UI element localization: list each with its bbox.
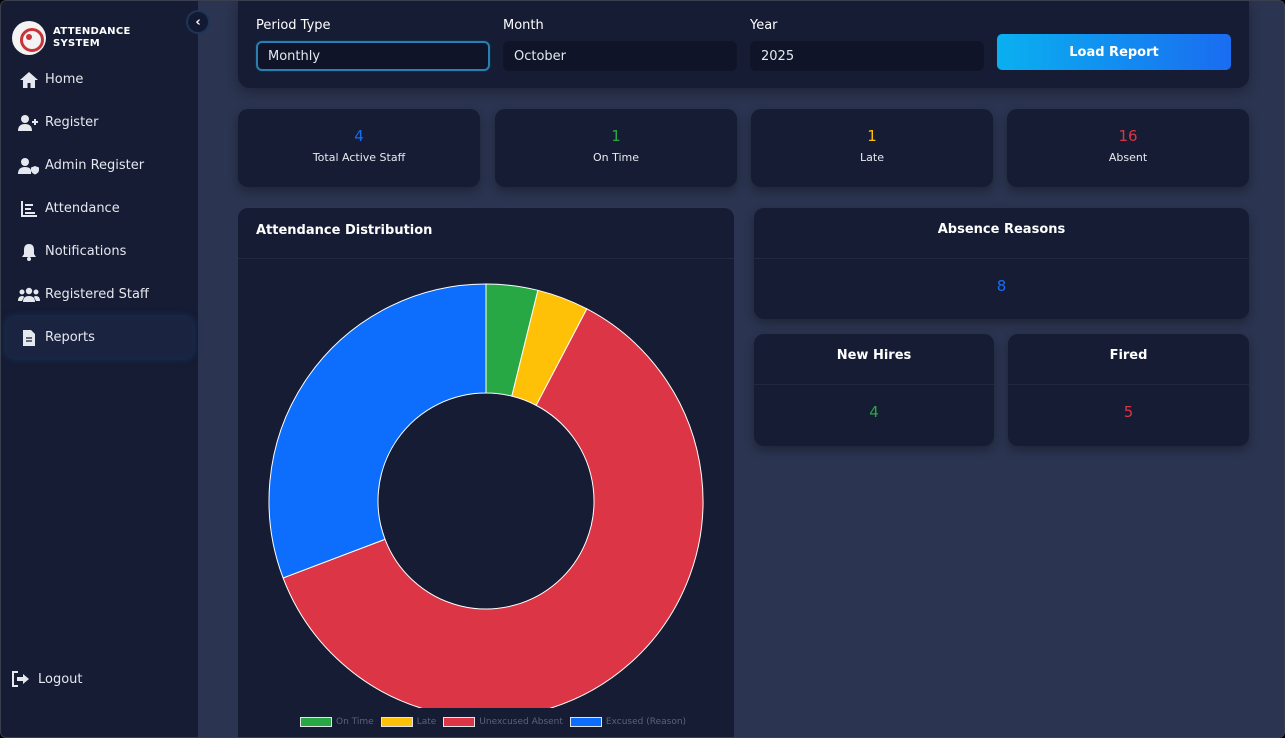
new-hires-title: New Hires (836, 348, 912, 363)
sidebar-item-register[interactable]: Register (6, 101, 193, 144)
divider (754, 258, 1249, 259)
bell-icon (18, 241, 40, 263)
sidebar-collapse-button[interactable]: ‹ (186, 10, 210, 34)
donut-slice-unexcused-absent[interactable] (282, 308, 704, 708)
chart-legend: On Time Late Unexcused Absent Excused (Reas… (300, 717, 686, 727)
users-icon (18, 284, 40, 306)
fired-title: Fired (1109, 348, 1148, 363)
absence-reasons-title: Absence Reasons (937, 222, 1066, 237)
legend-item[interactable]: On Time (300, 717, 374, 727)
legend-item[interactable]: Unexcused Absent (443, 717, 563, 727)
stat-value: 1 (611, 127, 621, 145)
stat-label: Absent (1108, 151, 1148, 164)
legend-swatch (443, 717, 476, 727)
fired-card: Fired 5 (1008, 334, 1249, 446)
logout-button[interactable]: Logout (11, 669, 83, 689)
sidebar-item-label: Home (45, 72, 84, 87)
month-label: Month (503, 18, 544, 33)
chart-icon (18, 198, 40, 220)
absence-reasons-value: 8 (996, 277, 1007, 295)
legend-swatch (380, 717, 413, 727)
legend-label: Excused (Reason) (605, 717, 687, 727)
stat-absent: 16 Absent (1007, 109, 1249, 187)
new-hires-value: 4 (869, 403, 879, 421)
new-hires-card: New Hires 4 (754, 334, 994, 446)
logout-label: Logout (38, 671, 83, 687)
legend-label: Late (416, 717, 437, 727)
period-type-value: Monthly (268, 48, 321, 64)
absence-reasons-card: Absence Reasons 8 (754, 208, 1249, 319)
fired-value: 5 (1123, 403, 1134, 421)
period-type-label: Period Type (256, 18, 331, 33)
sidebar-item-notifications[interactable]: Notifications (6, 230, 193, 273)
legend-label: On Time (336, 717, 374, 727)
brand-title-line1: ATTENDANCE (53, 26, 131, 37)
attendance-distribution-card: Attendance Distribution On Time Late Unexc… (238, 208, 734, 737)
sidebar-item-admin-register[interactable]: Admin Register (6, 144, 193, 187)
sidebar-item-label: Reports (45, 330, 95, 345)
sidebar-item-label: Notifications (45, 244, 127, 259)
sidebar-item-reports[interactable]: Reports (6, 317, 193, 358)
file-icon (18, 327, 40, 349)
donut-chart (268, 283, 704, 708)
sidebar-item-label: Attendance (45, 201, 120, 216)
sidebar-item-label: Register (45, 115, 99, 130)
month-value: October (514, 48, 567, 64)
year-select[interactable]: 2025 (750, 41, 984, 71)
legend-item[interactable]: Late (380, 717, 437, 727)
month-select[interactable]: October (503, 41, 737, 71)
stat-label: On Time (592, 151, 640, 164)
sidebar-item-home[interactable]: Home (6, 58, 193, 101)
sidebar-item-attendance[interactable]: Attendance (6, 187, 193, 230)
divider (1008, 384, 1249, 385)
stat-value: 16 (1118, 127, 1138, 145)
year-label: Year (750, 18, 778, 33)
legend-item[interactable]: Excused (Reason) (569, 717, 687, 727)
sidebar: ATTENDANCE SYSTEM Home Register (1, 1, 198, 737)
legend-label: Unexcused Absent (479, 717, 563, 727)
home-icon (18, 69, 40, 91)
sidebar-item-registered-staff[interactable]: Registered Staff (6, 273, 193, 316)
brand-title-line2: SYSTEM (53, 38, 101, 49)
year-value: 2025 (761, 48, 795, 64)
period-type-select[interactable]: Monthly (256, 41, 490, 71)
chevron-left-icon: ‹ (195, 14, 201, 30)
stat-total-active-staff: 4 Total Active Staff (238, 109, 480, 187)
stat-label: Total Active Staff (312, 151, 406, 164)
divider (238, 258, 734, 259)
brand: ATTENDANCE SYSTEM (12, 21, 133, 55)
sidebar-nav: Home Register Admin Register Attendance (6, 58, 193, 358)
legend-swatch (300, 717, 332, 727)
user-plus-icon (18, 112, 40, 134)
sidebar-item-label: Registered Staff (45, 287, 149, 302)
attendance-distribution-title: Attendance Distribution (256, 223, 433, 238)
stat-late: 1 Late (751, 109, 993, 187)
logout-icon (11, 669, 31, 689)
stat-value: 1 (867, 127, 877, 145)
divider (754, 384, 994, 385)
user-shield-icon (18, 155, 40, 177)
stat-label: Late (860, 151, 884, 164)
donut-slice-excused-reason[interactable] (268, 283, 487, 579)
stat-value: 4 (354, 127, 364, 145)
brand-title: ATTENDANCE SYSTEM (53, 26, 133, 50)
legend-swatch (569, 717, 602, 727)
load-report-button[interactable]: Load Report (997, 34, 1231, 70)
report-filters: Period Type Monthly Month October Year 2… (238, 1, 1249, 88)
stat-on-time: 1 On Time (495, 109, 737, 187)
logo-icon (12, 21, 46, 55)
sidebar-item-label: Admin Register (45, 158, 145, 173)
